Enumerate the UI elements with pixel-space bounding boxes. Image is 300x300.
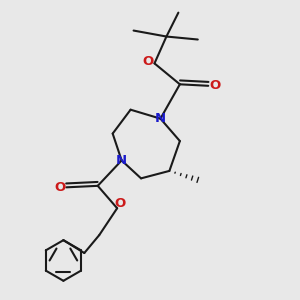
Text: O: O [54, 181, 65, 194]
Text: N: N [116, 154, 127, 167]
Text: O: O [142, 56, 154, 68]
Text: O: O [209, 79, 220, 92]
Text: N: N [155, 112, 166, 125]
Text: O: O [115, 197, 126, 210]
